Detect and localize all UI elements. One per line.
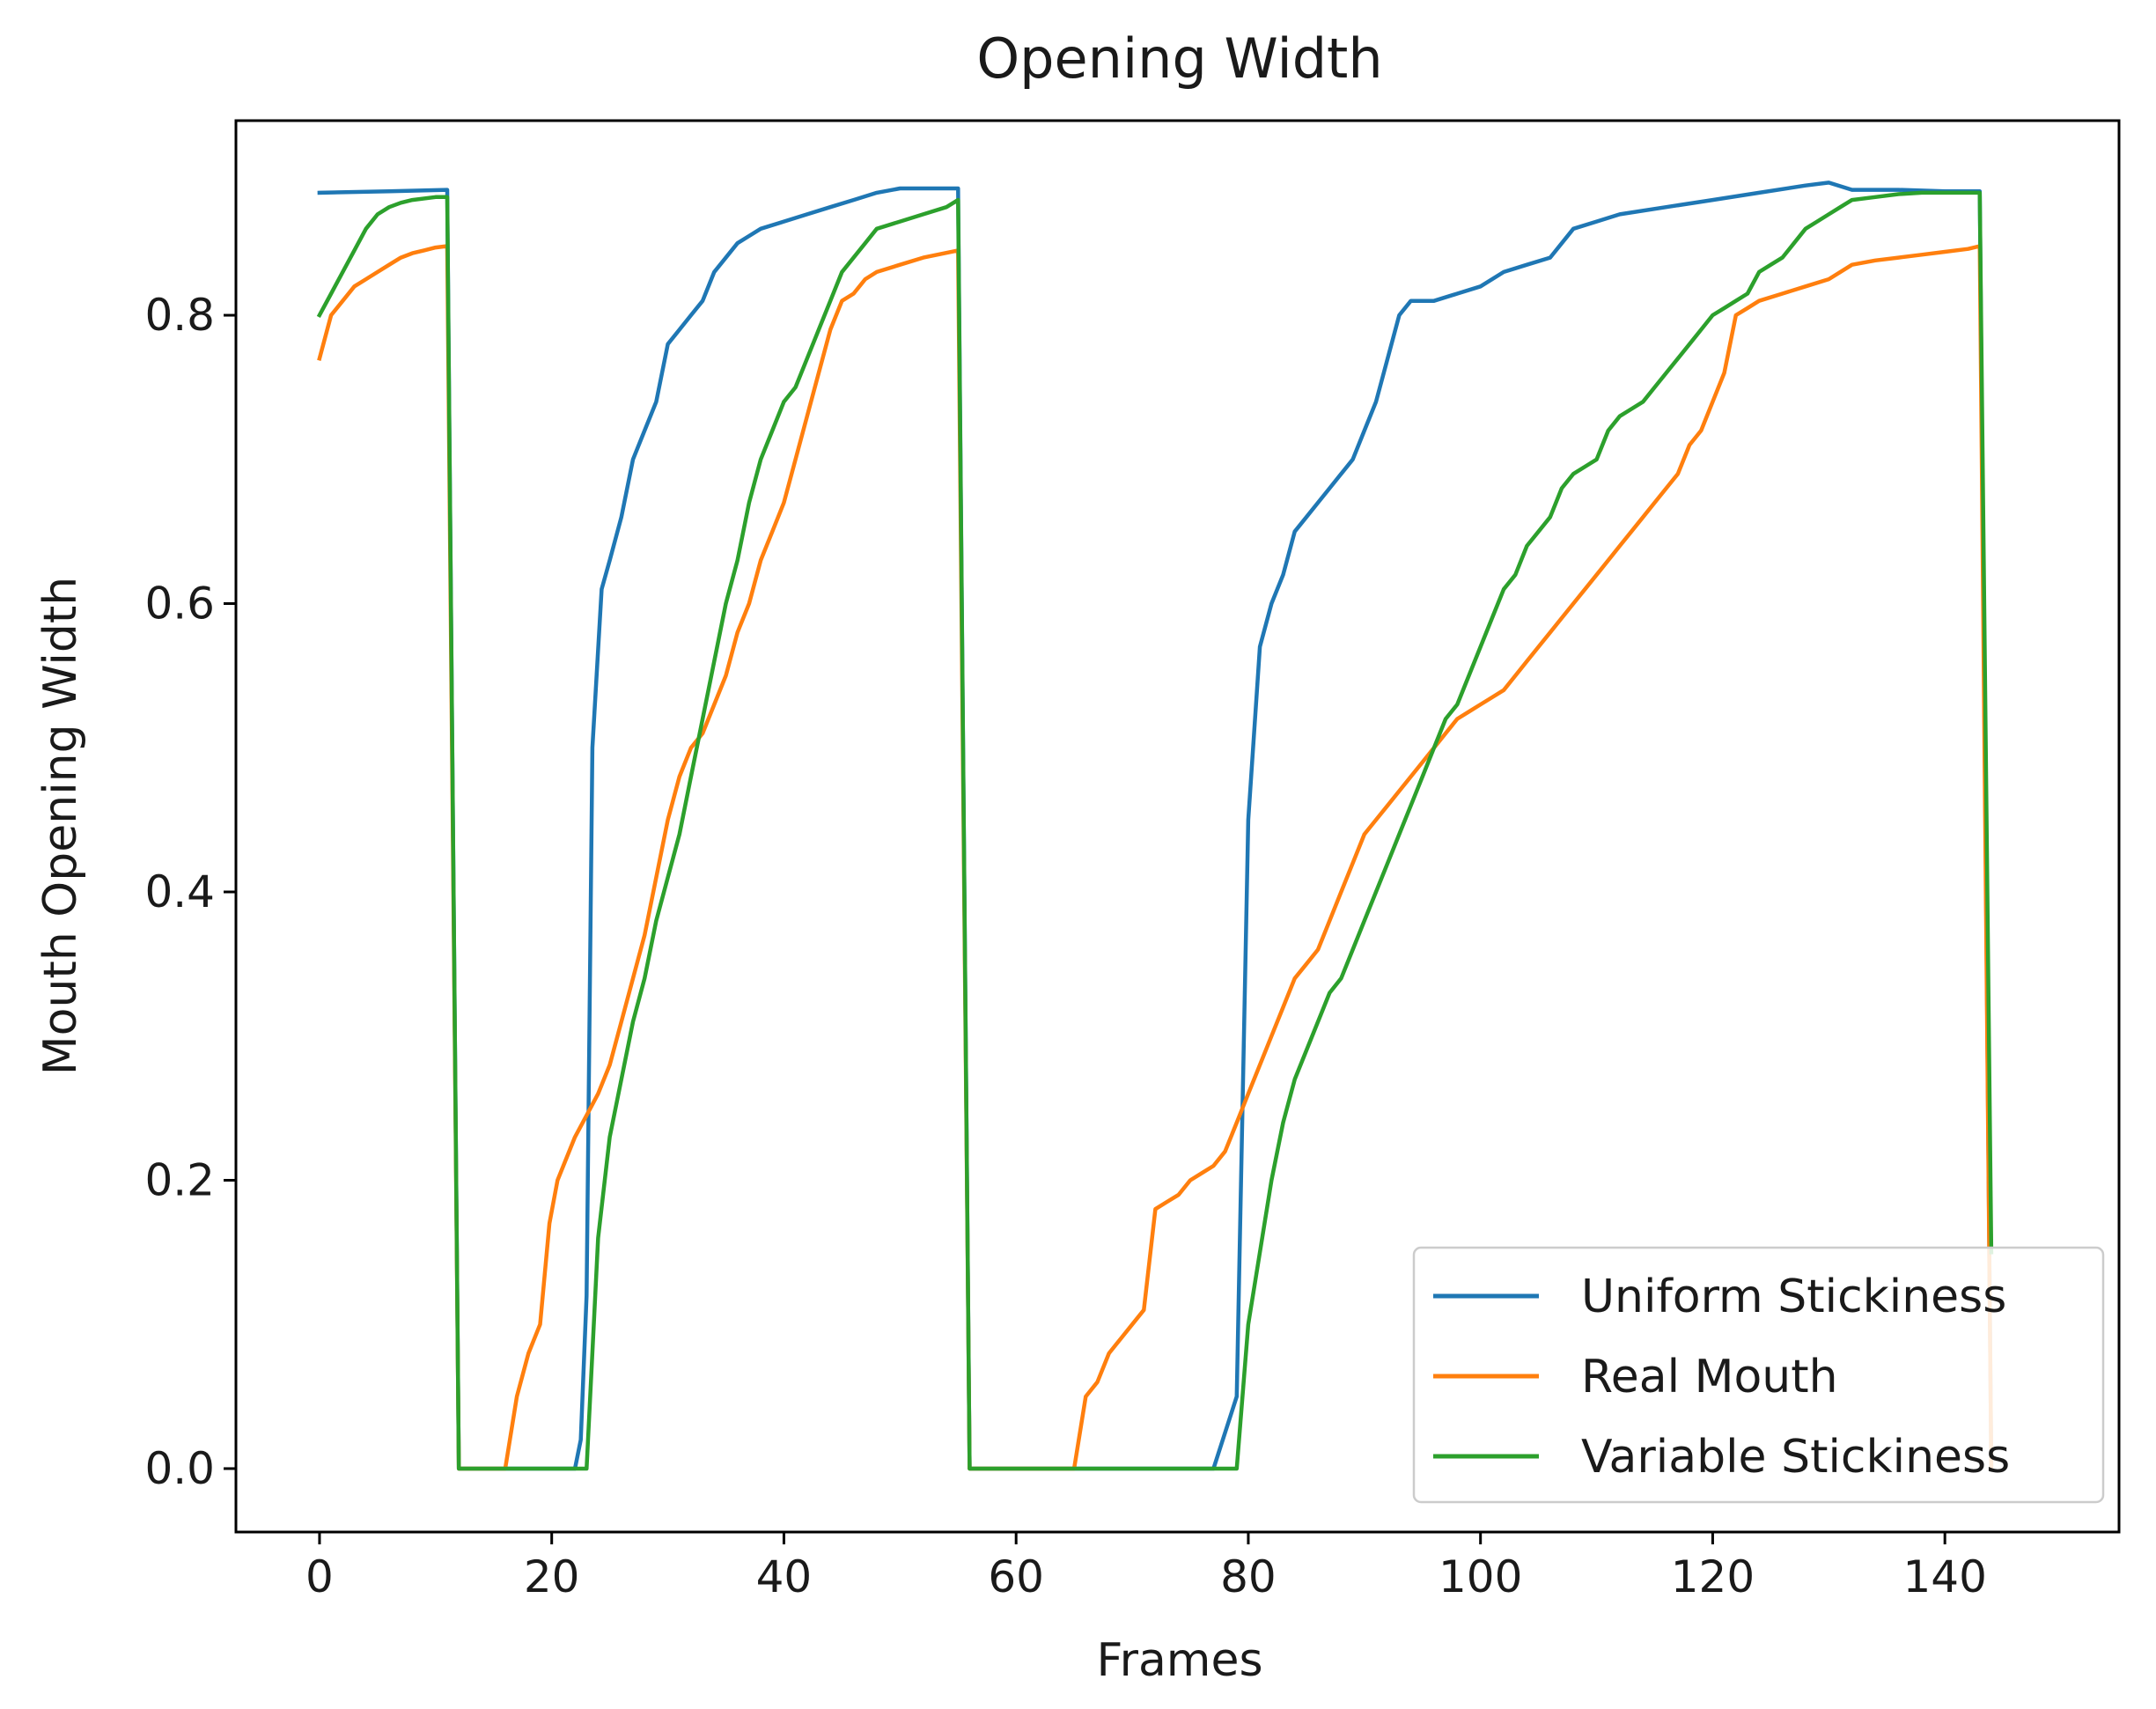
plot-area (316, 180, 1994, 1471)
legend-label: Uniform Stickiness (1581, 1271, 2006, 1323)
y-tick-label: 0.8 (144, 290, 215, 341)
legend-label: Real Mouth (1581, 1351, 1838, 1403)
x-tick-label: 60 (988, 1551, 1044, 1602)
x-tick-label: 40 (756, 1551, 813, 1602)
legend-box (1412, 1246, 2105, 1504)
y-tick-label: 0.2 (144, 1154, 215, 1205)
x-tick-label: 0 (305, 1551, 334, 1602)
y-tick-label: 0.0 (144, 1443, 215, 1494)
x-axis-label: Frames (1096, 1634, 1262, 1687)
y-axis: 0.0 0.2 0.4 0.6 0.8 (144, 290, 236, 1494)
y-axis-label: Mouth Opening Width (34, 577, 87, 1075)
x-axis: 0 20 40 60 80 100 120 140 (305, 1532, 1987, 1602)
legend-label: Variable Stickiness (1581, 1431, 2010, 1484)
x-tick-label: 80 (1220, 1551, 1277, 1602)
x-tick-label: 100 (1439, 1551, 1522, 1602)
series-line-2 (316, 190, 1994, 1471)
chart-title: Opening Width (976, 26, 1382, 91)
y-tick-label: 0.6 (144, 578, 215, 630)
x-tick-label: 20 (524, 1551, 580, 1602)
series-line-1 (317, 244, 1994, 1471)
y-tick-label: 0.4 (144, 866, 215, 917)
axes-frame (234, 119, 2121, 1534)
x-tick-label: 120 (1671, 1551, 1755, 1602)
x-tick-label: 140 (1902, 1551, 1986, 1602)
legend: Uniform Stickiness Real Mouth Variable Sti… (1412, 1246, 2105, 1504)
